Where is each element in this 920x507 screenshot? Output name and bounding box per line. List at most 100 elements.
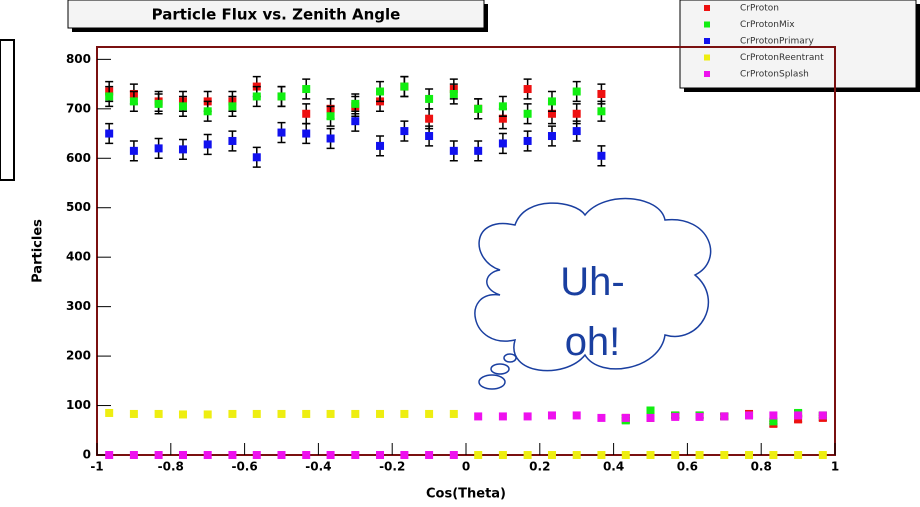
marker: [523, 109, 532, 118]
marker: [572, 411, 581, 420]
x-tick-label: -1: [90, 460, 103, 474]
marker: [376, 409, 385, 418]
marker: [302, 451, 311, 459]
marker: [326, 112, 335, 121]
thought-bubble: [474, 197, 712, 390]
marker: [547, 109, 556, 118]
marker: [621, 451, 630, 459]
marker: [425, 132, 434, 141]
marker: [425, 94, 434, 103]
marker: [425, 114, 434, 123]
marker: [105, 92, 114, 101]
marker: [572, 109, 581, 118]
annotation: Uh-oh!: [560, 260, 625, 364]
marker: [498, 114, 507, 123]
marker: [818, 451, 827, 459]
marker: [105, 129, 114, 138]
x-tick-label: 0.6: [677, 460, 698, 474]
marker: [252, 451, 261, 459]
legend-swatch: [704, 5, 710, 11]
y-tick-label: 500: [66, 200, 91, 214]
marker: [523, 412, 532, 421]
marker: [129, 409, 138, 418]
marker: [178, 145, 187, 154]
marker: [572, 127, 581, 136]
x-tick-label: -0.8: [158, 460, 184, 474]
plot: -1 -0.8 -0.6 -0.4 -0.2 0 0.2 0.4 0.6 0.8 1 0 100 200 3…: [66, 52, 839, 474]
marker: [400, 127, 409, 136]
marker: [720, 412, 729, 421]
marker: [695, 451, 704, 459]
legend-box: [679, 0, 917, 89]
marker: [769, 451, 778, 459]
marker: [745, 411, 754, 420]
marker: [523, 85, 532, 94]
marker: [376, 451, 385, 459]
y-tick-label: 600: [66, 151, 91, 165]
y-axis-label: Particles: [31, 219, 46, 283]
marker: [449, 409, 458, 418]
marker: [474, 451, 483, 459]
marker: [671, 412, 680, 421]
marker: [203, 107, 212, 116]
marker: [252, 409, 261, 418]
marker: [498, 139, 507, 148]
marker: [228, 451, 237, 459]
y-tick-label: 400: [66, 250, 91, 264]
marker: [572, 451, 581, 459]
marker: [376, 141, 385, 150]
x-tick-label: 0.4: [603, 460, 624, 474]
marker: [769, 417, 778, 426]
marker: [351, 99, 360, 108]
marker: [154, 409, 163, 418]
x-tick-label: 0.2: [529, 460, 550, 474]
marker: [277, 92, 286, 101]
legend-label: CrProtonSplash: [740, 70, 809, 80]
y-tick-label: 200: [66, 349, 91, 363]
marker: [449, 451, 458, 459]
marker: [154, 451, 163, 459]
marker: [745, 451, 754, 459]
y-tick-label: 800: [66, 52, 91, 66]
marker: [818, 411, 827, 420]
marker: [228, 409, 237, 418]
marker: [646, 406, 655, 415]
marker: [572, 87, 581, 96]
marker: [523, 451, 532, 459]
marker: [425, 451, 434, 459]
small-bubble: [490, 363, 510, 375]
marker: [178, 410, 187, 419]
marker: [498, 102, 507, 111]
marker: [400, 451, 409, 459]
marker: [474, 146, 483, 155]
partial-frame: [0, 39, 15, 181]
marker: [498, 451, 507, 459]
x-tick-label: 0: [462, 460, 470, 474]
x-tick-label: 1: [831, 460, 839, 474]
y-tick-label: 100: [66, 398, 91, 412]
marker: [154, 144, 163, 153]
marker: [326, 409, 335, 418]
marker: [326, 134, 335, 143]
marker: [547, 97, 556, 106]
x-axis-label: Cos(Theta): [426, 487, 506, 502]
marker: [597, 151, 606, 160]
marker: [769, 411, 778, 420]
small-bubble: [503, 353, 517, 363]
marker: [794, 411, 803, 420]
marker: [351, 409, 360, 418]
marker: [302, 129, 311, 138]
marker: [178, 102, 187, 111]
marker: [252, 153, 261, 162]
legend-swatch: [704, 21, 710, 28]
marker: [547, 132, 556, 141]
marker: [449, 89, 458, 98]
marker: [203, 410, 212, 419]
marker: [178, 451, 187, 459]
marker: [228, 102, 237, 111]
marker: [277, 409, 286, 418]
marker: [449, 146, 458, 155]
marker: [277, 451, 286, 459]
